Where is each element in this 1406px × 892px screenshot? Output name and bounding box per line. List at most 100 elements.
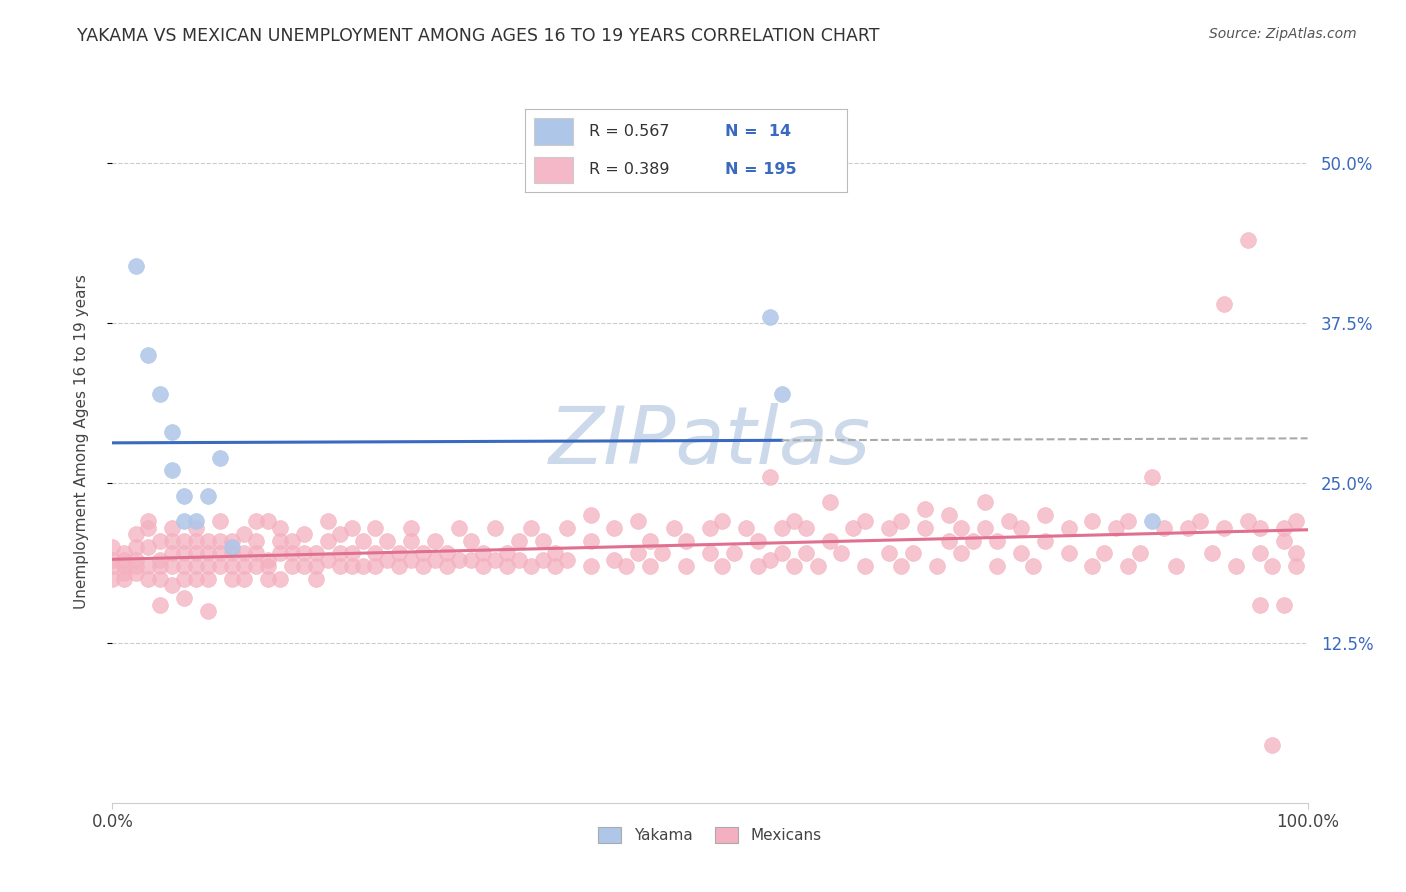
Point xyxy=(998,515,1021,529)
Y-axis label: Unemployment Among Ages 16 to 19 years: Unemployment Among Ages 16 to 19 years xyxy=(75,274,89,609)
Point xyxy=(412,559,434,574)
Point xyxy=(555,521,578,535)
Point xyxy=(543,546,565,560)
Point xyxy=(472,546,495,560)
Point xyxy=(782,515,804,529)
Point xyxy=(162,425,183,439)
Point xyxy=(364,546,387,560)
Point xyxy=(173,489,195,503)
Point xyxy=(460,553,482,567)
Point xyxy=(603,521,626,535)
Point xyxy=(1272,533,1295,548)
Point xyxy=(1142,515,1164,529)
Point xyxy=(149,598,172,612)
Point xyxy=(1225,559,1247,574)
Point xyxy=(401,533,423,548)
Point xyxy=(377,553,399,567)
Point xyxy=(1249,546,1271,560)
Point xyxy=(162,521,183,535)
Point xyxy=(233,546,256,560)
Point xyxy=(1129,546,1152,560)
Point xyxy=(986,533,1008,548)
Point xyxy=(209,450,232,465)
Point xyxy=(675,559,697,574)
Point xyxy=(1272,521,1295,535)
Point xyxy=(447,521,470,535)
Point xyxy=(269,546,291,560)
Point xyxy=(651,546,673,560)
Point xyxy=(329,527,352,541)
Point xyxy=(173,572,195,586)
Point xyxy=(233,559,256,574)
Text: ZIPatlas: ZIPatlas xyxy=(548,402,872,481)
Point xyxy=(579,508,602,522)
Point xyxy=(340,546,363,560)
Point xyxy=(149,572,172,586)
Point xyxy=(245,559,267,574)
Point xyxy=(221,559,243,574)
Point xyxy=(425,553,447,567)
Point xyxy=(890,515,912,529)
Point xyxy=(1142,469,1164,483)
Point xyxy=(855,559,877,574)
Point xyxy=(162,578,183,592)
Point xyxy=(173,546,195,560)
Point xyxy=(149,553,172,567)
Point xyxy=(114,559,135,574)
Point xyxy=(221,533,243,548)
Point xyxy=(1010,521,1032,535)
Point xyxy=(125,527,148,541)
Point xyxy=(221,540,243,554)
Point xyxy=(257,572,280,586)
Point xyxy=(770,521,793,535)
Point xyxy=(125,559,148,574)
Point xyxy=(1105,521,1128,535)
Point xyxy=(245,515,267,529)
Point xyxy=(173,559,195,574)
Point xyxy=(640,559,662,574)
Point xyxy=(269,521,291,535)
Point xyxy=(1285,546,1308,560)
Point xyxy=(1033,533,1056,548)
Point xyxy=(340,559,363,574)
Point xyxy=(281,546,304,560)
Point xyxy=(388,546,411,560)
Legend: Yakama, Mexicans: Yakama, Mexicans xyxy=(592,821,828,849)
Point xyxy=(186,546,208,560)
Point xyxy=(173,591,195,606)
Point xyxy=(316,533,339,548)
Point xyxy=(209,559,232,574)
Point xyxy=(149,386,172,401)
Point xyxy=(664,521,686,535)
Point xyxy=(436,559,458,574)
Point xyxy=(747,533,769,548)
Point xyxy=(1153,521,1175,535)
Point xyxy=(305,572,328,586)
Point xyxy=(269,533,291,548)
Point xyxy=(101,559,124,574)
Point xyxy=(903,546,925,560)
Point xyxy=(197,559,219,574)
Point xyxy=(484,521,506,535)
Point xyxy=(138,572,160,586)
Point xyxy=(711,559,734,574)
Point xyxy=(221,546,243,560)
Point xyxy=(1094,546,1116,560)
Point xyxy=(616,559,638,574)
Point xyxy=(1249,521,1271,535)
Point xyxy=(377,533,399,548)
Point xyxy=(1177,521,1199,535)
Point xyxy=(508,533,530,548)
Point xyxy=(1118,559,1140,574)
Point xyxy=(281,559,304,574)
Point xyxy=(1022,559,1045,574)
Point xyxy=(233,572,256,586)
Point xyxy=(1272,598,1295,612)
Point xyxy=(292,546,315,560)
Point xyxy=(723,546,745,560)
Point xyxy=(352,559,374,574)
Point xyxy=(807,559,830,574)
Point xyxy=(197,572,219,586)
Point xyxy=(842,521,865,535)
Point xyxy=(305,559,328,574)
